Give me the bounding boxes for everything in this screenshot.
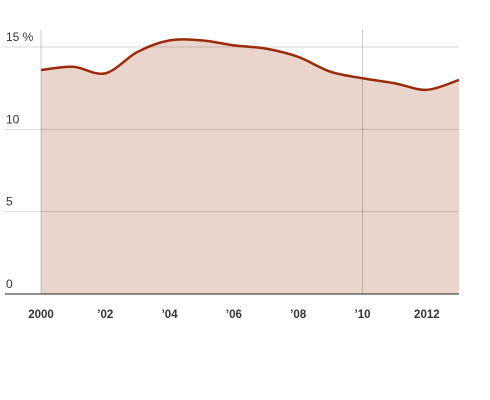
y-tick-label: 10 [6,112,20,126]
line [40,38,460,92]
x-tick-label: 2012 [414,309,440,321]
x-tick-label: 2000 [28,309,54,321]
y-tick-label: 15 % [6,30,34,44]
y-tick-label: 0 [6,277,13,291]
x-tick-label: ’08 [290,309,307,321]
x-tick-label: ’04 [162,309,179,321]
x-tick-label: ’06 [226,309,242,321]
x-tick-label: ’02 [97,309,113,321]
x-tick-label: ’10 [355,309,371,321]
area [41,39,459,295]
y-tick-label: 5 [6,195,13,209]
